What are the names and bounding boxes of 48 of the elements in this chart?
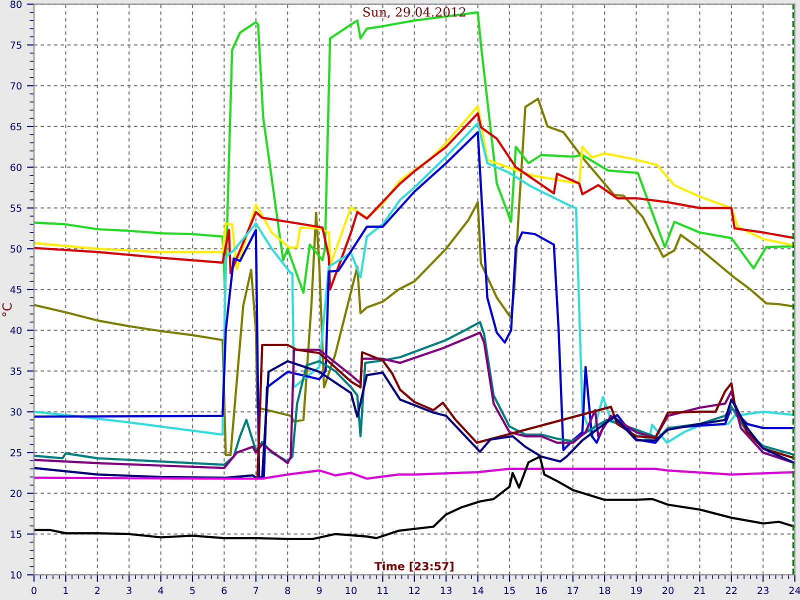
y-axis-title: °C <box>2 303 12 316</box>
x-tick-label: 2 <box>95 586 100 594</box>
y-tick-label: 40 <box>10 326 22 334</box>
line-series <box>34 112 795 291</box>
x-tick-label: 19 <box>631 586 642 594</box>
line-series <box>34 455 795 540</box>
y-tick-label: 80 <box>10 0 22 8</box>
y-tick-label: 65 <box>10 122 22 130</box>
x-tick-label: 1 <box>64 586 68 594</box>
y-tick-label: 30 <box>10 408 22 416</box>
x-tick-label: 14 <box>472 586 484 594</box>
y-tick-label: 55 <box>10 204 22 212</box>
y-tick-label: 10 <box>10 571 22 579</box>
y-tick-label: 70 <box>10 82 22 90</box>
x-tick-label: 21 <box>694 586 705 594</box>
y-tick-label: 60 <box>10 164 22 172</box>
x-tick-label: 22 <box>726 586 737 594</box>
x-tick-label: 24 <box>789 586 800 594</box>
y-tick-label: 45 <box>10 286 22 294</box>
y-tick-label: 15 <box>10 530 22 538</box>
x-tick-label: 6 <box>222 586 227 594</box>
x-tick-label: 7 <box>254 586 258 594</box>
x-tick-label: 10 <box>346 586 357 594</box>
x-tick-label: 16 <box>536 586 547 594</box>
line-series <box>34 468 795 480</box>
y-tick-label: 20 <box>10 490 22 498</box>
x-tick-label: 9 <box>316 586 322 594</box>
x-tick-label: 20 <box>662 586 674 594</box>
x-tick-label: 3 <box>126 586 132 594</box>
x-tick-label: 0 <box>32 586 36 594</box>
x-tick-label: 4 <box>158 586 164 594</box>
line-series <box>256 344 795 479</box>
x-tick-label: 13 <box>440 586 452 594</box>
y-tick-label: 50 <box>10 245 22 253</box>
y-tick-label: 35 <box>10 367 22 375</box>
x-tick-label: 8 <box>285 586 290 594</box>
x-tick-label: 5 <box>190 586 195 594</box>
x-axis-title: Time [23:57] <box>374 562 454 572</box>
x-tick-label: 12 <box>409 586 420 594</box>
x-tick-label: 18 <box>599 586 610 594</box>
x-tick-label: 23 <box>758 586 769 594</box>
line-series <box>34 104 795 270</box>
y-tick-label: 25 <box>10 449 22 456</box>
x-tick-label: 17 <box>568 586 578 594</box>
x-tick-label: 15 <box>504 586 515 594</box>
x-tick-label: 11 <box>378 586 388 594</box>
chart-title: Sun, 29.04.2012 <box>363 7 466 18</box>
y-tick-label: 75 <box>10 42 22 49</box>
